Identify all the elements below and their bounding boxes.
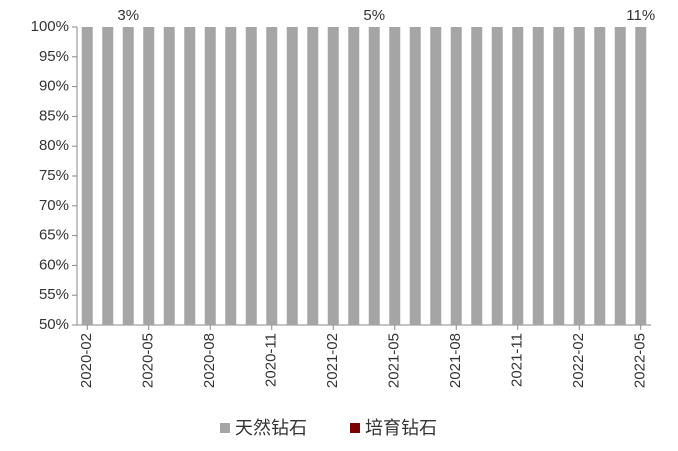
bar-segment: [266, 27, 278, 325]
bar-segment: [122, 27, 134, 325]
bar-segment: [471, 27, 483, 325]
x-tick-label: 2020-02: [78, 333, 95, 388]
legend-swatch: [220, 423, 230, 433]
data-label: 5%: [363, 7, 385, 24]
x-tick-label: 2022-02: [570, 333, 587, 388]
y-tick-label: 55%: [39, 286, 69, 303]
bar-segment: [163, 27, 175, 325]
bar-segment: [204, 27, 216, 325]
y-tick-label: 75%: [39, 167, 69, 184]
bar-segment: [409, 27, 421, 325]
y-tick-label: 50%: [39, 316, 69, 333]
y-tick-label: 60%: [39, 256, 69, 273]
bar-segment: [327, 27, 339, 325]
legend-swatch: [350, 423, 360, 433]
bar-segment: [245, 27, 257, 325]
x-tick-label: 2021-08: [447, 333, 464, 388]
x-tick-label: 2021-02: [324, 333, 341, 388]
x-tick-label: 2020-08: [201, 333, 218, 388]
x-tick-label: 2020-05: [140, 333, 157, 388]
bar-segment: [348, 27, 360, 325]
bar-segment: [389, 27, 401, 325]
bar-segment: [594, 27, 606, 325]
y-tick-label: 80%: [39, 137, 69, 154]
y-tick-label: 70%: [39, 197, 69, 214]
bar-segment: [430, 27, 442, 325]
y-tick-label: 90%: [39, 78, 69, 95]
y-tick-label: 95%: [39, 48, 69, 65]
bar-segment: [491, 27, 503, 325]
legend-label: 天然钻石: [235, 418, 307, 438]
x-tick-label: 2021-05: [386, 333, 403, 388]
bar-segment: [225, 27, 237, 325]
x-tick-label: 2022-05: [632, 333, 649, 388]
y-tick-label: 85%: [39, 107, 69, 124]
bar-segment: [635, 27, 647, 325]
bar-segment: [450, 27, 462, 325]
bar-segment: [81, 27, 93, 325]
bar-segment: [184, 27, 196, 325]
data-label: 3%: [117, 7, 139, 24]
legend-label: 培育钻石: [365, 418, 437, 438]
x-tick-label: 2021-11: [509, 333, 526, 387]
bar-segment: [512, 27, 524, 325]
bar-segment: [102, 27, 114, 325]
bar-segment: [553, 27, 565, 325]
x-tick-label: 2020-11: [263, 333, 280, 387]
bar-segment: [286, 27, 298, 325]
bar-segment: [573, 27, 585, 325]
data-label: 11%: [626, 7, 655, 24]
bar-segment: [614, 27, 626, 325]
y-tick-label: 100%: [31, 18, 69, 35]
bar-segment: [307, 27, 319, 325]
bar-segment: [143, 27, 155, 325]
bar-segment: [532, 27, 544, 325]
bar-segment: [368, 27, 380, 325]
y-tick-label: 65%: [39, 227, 69, 244]
